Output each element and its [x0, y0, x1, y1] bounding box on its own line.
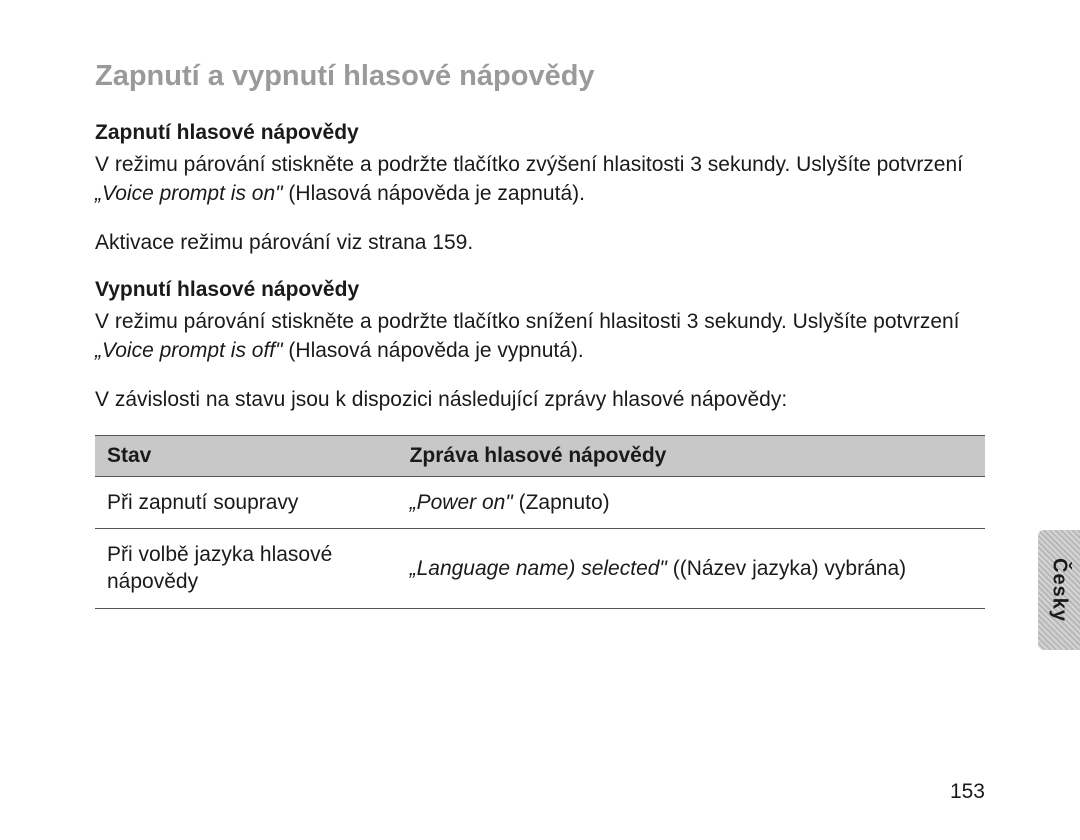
table-cell-stav: Při zapnutí soupravy	[95, 476, 398, 528]
section1-text-italic: „Voice prompt is on"	[95, 182, 283, 205]
table-cell-zprava: „Power on" (Zapnuto)	[398, 476, 985, 528]
table-header-stav: Stav	[95, 435, 398, 476]
section1-text-b: (Hlasová nápověda je zapnutá).	[283, 182, 585, 205]
section2-text-b: (Hlasová nápověda je vypnutá).	[283, 339, 584, 362]
table-header-zprava: Zpráva hlasové nápovědy	[398, 435, 985, 476]
section1-text-a: V režimu párování stiskněte a podržte tl…	[95, 153, 963, 176]
table-cell-zprava: „Language name) selected" ((Název jazyka…	[398, 529, 985, 609]
table-cell-rest: (Zapnuto)	[513, 491, 610, 514]
table-row: Při zapnutí soupravy „Power on" (Zapnuto…	[95, 476, 985, 528]
table-cell-italic: „Language name) selected"	[410, 557, 667, 580]
section1-title: Zapnutí hlasové nápovědy	[95, 121, 985, 145]
section2-title: Vypnutí hlasové nápovědy	[95, 278, 985, 302]
table-cell-italic: „Power on"	[410, 491, 513, 514]
section2-paragraph2: V závislosti na stavu jsou k dispozici n…	[95, 386, 985, 415]
section2-paragraph1: V režimu párování stiskněte a podržte tl…	[95, 308, 985, 366]
section2-text-a: V režimu párování stiskněte a podržte tl…	[95, 310, 960, 333]
language-tab: Česky	[1038, 530, 1080, 650]
language-tab-label: Česky	[1048, 558, 1071, 622]
section1-paragraph2: Aktivace režimu párování viz strana 159.	[95, 229, 985, 258]
section2-text-italic: „Voice prompt is off"	[95, 339, 283, 362]
table-header-row: Stav Zpráva hlasové nápovědy	[95, 435, 985, 476]
table-cell-rest: ((Název jazyka) vybrána)	[667, 557, 906, 580]
page-number: 153	[950, 780, 985, 804]
section1-paragraph1: V režimu párování stiskněte a podržte tl…	[95, 151, 985, 209]
table-row: Při volbě jazyka hlasové nápovědy „Langu…	[95, 529, 985, 609]
table-cell-stav: Při volbě jazyka hlasové nápovědy	[95, 529, 398, 609]
main-heading: Zapnutí a vypnutí hlasové nápovědy	[95, 60, 985, 93]
voice-prompt-table: Stav Zpráva hlasové nápovědy Při zapnutí…	[95, 435, 985, 609]
